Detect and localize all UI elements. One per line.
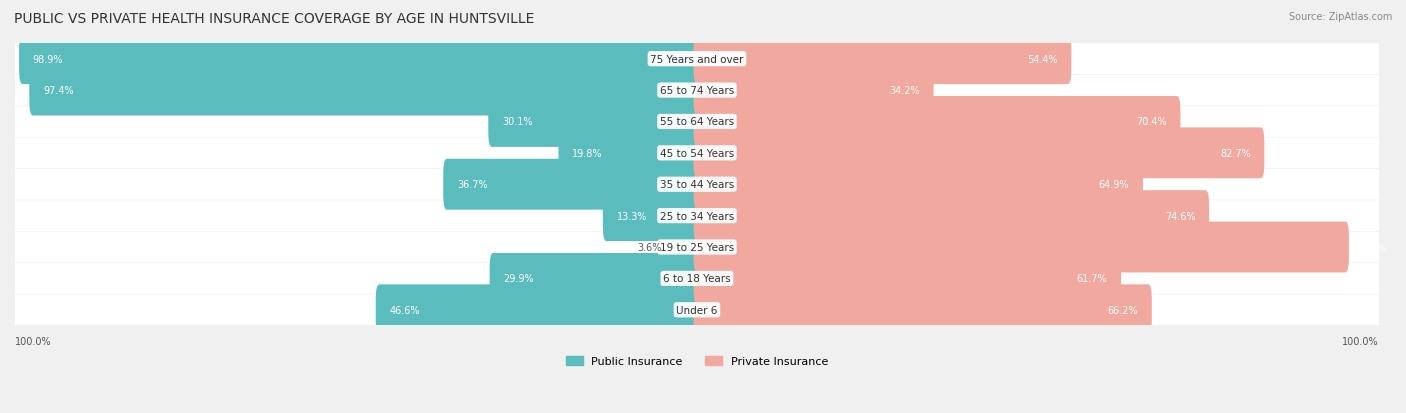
FancyBboxPatch shape xyxy=(15,107,1379,138)
Text: PUBLIC VS PRIVATE HEALTH INSURANCE COVERAGE BY AGE IN HUNTSVILLE: PUBLIC VS PRIVATE HEALTH INSURANCE COVER… xyxy=(14,12,534,26)
FancyBboxPatch shape xyxy=(693,97,1181,147)
FancyBboxPatch shape xyxy=(30,66,700,116)
Text: 97.4%: 97.4% xyxy=(44,86,73,96)
FancyBboxPatch shape xyxy=(693,128,1264,179)
FancyBboxPatch shape xyxy=(488,97,700,147)
Text: 100.0%: 100.0% xyxy=(1343,337,1379,347)
FancyBboxPatch shape xyxy=(603,191,700,242)
FancyBboxPatch shape xyxy=(15,44,1379,75)
FancyBboxPatch shape xyxy=(443,159,700,210)
Text: 6 to 18 Years: 6 to 18 Years xyxy=(664,274,731,284)
FancyBboxPatch shape xyxy=(558,128,700,179)
Text: 30.1%: 30.1% xyxy=(502,117,533,127)
Text: 55 to 64 Years: 55 to 64 Years xyxy=(659,117,734,127)
FancyBboxPatch shape xyxy=(669,222,700,273)
Text: Source: ZipAtlas.com: Source: ZipAtlas.com xyxy=(1288,12,1392,22)
Text: 19.8%: 19.8% xyxy=(572,149,603,159)
FancyBboxPatch shape xyxy=(693,159,1143,210)
Text: 13.3%: 13.3% xyxy=(616,211,647,221)
Text: 3.6%: 3.6% xyxy=(638,242,662,252)
Text: 35 to 44 Years: 35 to 44 Years xyxy=(659,180,734,190)
Text: 74.6%: 74.6% xyxy=(1164,211,1195,221)
Text: 46.6%: 46.6% xyxy=(389,305,420,315)
Text: 36.7%: 36.7% xyxy=(457,180,488,190)
FancyBboxPatch shape xyxy=(693,285,1152,335)
FancyBboxPatch shape xyxy=(693,34,1071,85)
FancyBboxPatch shape xyxy=(693,222,1348,273)
Text: 98.9%: 98.9% xyxy=(32,55,63,64)
FancyBboxPatch shape xyxy=(15,201,1379,231)
FancyBboxPatch shape xyxy=(15,138,1379,169)
Text: 100.0%: 100.0% xyxy=(15,337,52,347)
FancyBboxPatch shape xyxy=(15,169,1379,200)
Text: 95.1%: 95.1% xyxy=(1355,242,1386,252)
FancyBboxPatch shape xyxy=(15,76,1379,106)
Text: 45 to 54 Years: 45 to 54 Years xyxy=(659,149,734,159)
Text: Under 6: Under 6 xyxy=(676,305,717,315)
Text: 29.9%: 29.9% xyxy=(503,274,534,284)
FancyBboxPatch shape xyxy=(20,34,700,85)
Text: 65 to 74 Years: 65 to 74 Years xyxy=(659,86,734,96)
FancyBboxPatch shape xyxy=(693,253,1121,304)
Legend: Public Insurance, Private Insurance: Public Insurance, Private Insurance xyxy=(561,352,832,371)
FancyBboxPatch shape xyxy=(693,191,1209,242)
FancyBboxPatch shape xyxy=(15,295,1379,325)
Text: 25 to 34 Years: 25 to 34 Years xyxy=(659,211,734,221)
Text: 82.7%: 82.7% xyxy=(1220,149,1251,159)
FancyBboxPatch shape xyxy=(489,253,700,304)
Text: 75 Years and over: 75 Years and over xyxy=(650,55,744,64)
Text: 34.2%: 34.2% xyxy=(890,86,920,96)
Text: 61.7%: 61.7% xyxy=(1077,274,1108,284)
FancyBboxPatch shape xyxy=(15,263,1379,294)
Text: 19 to 25 Years: 19 to 25 Years xyxy=(659,242,734,252)
FancyBboxPatch shape xyxy=(693,66,934,116)
Text: 54.4%: 54.4% xyxy=(1026,55,1057,64)
Text: 70.4%: 70.4% xyxy=(1136,117,1167,127)
FancyBboxPatch shape xyxy=(15,232,1379,263)
Text: 66.2%: 66.2% xyxy=(1108,305,1139,315)
FancyBboxPatch shape xyxy=(375,285,700,335)
Text: 64.9%: 64.9% xyxy=(1099,180,1129,190)
